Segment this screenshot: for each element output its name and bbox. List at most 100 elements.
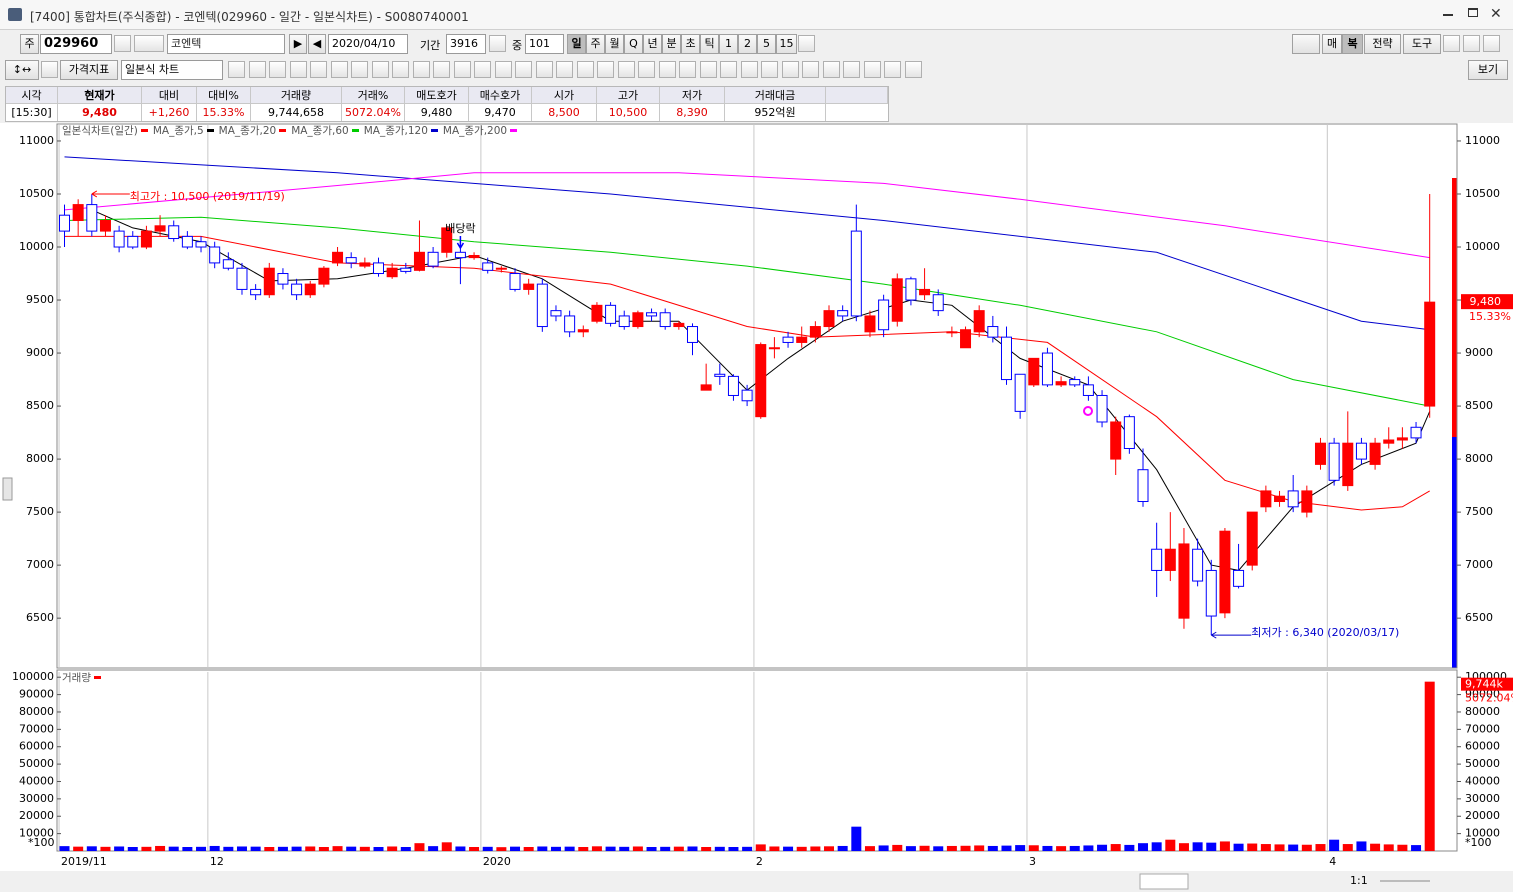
quote-value: 952억원 — [725, 104, 826, 121]
tool-icon[interactable] — [372, 61, 389, 78]
quote-header: 거래량 — [251, 87, 342, 104]
interval-button[interactable]: 틱 — [700, 34, 719, 54]
tool-icon[interactable] — [433, 61, 450, 78]
fix-icon[interactable] — [489, 35, 506, 52]
arrow-button[interactable]: ↕↔ — [5, 60, 39, 80]
tool-icon[interactable] — [577, 61, 594, 78]
quote-header: 대비 — [142, 87, 197, 104]
tool-icon[interactable] — [720, 61, 737, 78]
list-icon[interactable] — [134, 35, 164, 52]
y-tick-label: 8500 — [26, 399, 54, 412]
code-input[interactable]: 029960 — [40, 34, 112, 54]
tool-icon[interactable] — [597, 61, 614, 78]
interval-button[interactable]: 월 — [605, 34, 624, 54]
quote-header: 시가 — [532, 87, 597, 104]
tool-icon[interactable] — [761, 61, 778, 78]
volume-bar — [496, 847, 507, 851]
interval-button[interactable]: 년 — [643, 34, 662, 54]
tool-icon[interactable] — [536, 61, 553, 78]
interval-button[interactable]: 5 — [757, 34, 776, 54]
tool-icon[interactable] — [823, 61, 840, 78]
tool-icon[interactable] — [41, 61, 58, 78]
cloud-button[interactable] — [1292, 34, 1320, 54]
tool-icon[interactable] — [638, 61, 655, 78]
right-button[interactable]: 복 — [1342, 34, 1363, 54]
candle-body — [741, 389, 753, 402]
tool-icon[interactable] — [659, 61, 676, 78]
tool-icon[interactable] — [1463, 35, 1480, 52]
interval-button[interactable]: 일 — [567, 34, 586, 54]
tool-icon[interactable] — [228, 61, 245, 78]
right-button[interactable]: 매 — [1322, 34, 1342, 54]
tool-icon[interactable] — [515, 61, 532, 78]
tool-icon[interactable] — [474, 61, 491, 78]
tool-icon[interactable] — [618, 61, 635, 78]
prev-button[interactable]: ◀ — [308, 34, 326, 54]
tool-icon[interactable] — [454, 61, 471, 78]
candle-body — [1233, 569, 1245, 587]
tool-icon[interactable] — [798, 35, 815, 52]
legend-swatch — [93, 675, 101, 679]
view-button[interactable]: 보기 — [1468, 60, 1508, 80]
interval-button[interactable]: 초 — [681, 34, 700, 54]
tool-icon[interactable] — [290, 61, 307, 78]
minimize[interactable] — [1443, 14, 1453, 16]
interval-button[interactable]: 주 — [586, 34, 605, 54]
tool-icon[interactable] — [310, 61, 327, 78]
close[interactable]: ✕ — [1490, 6, 1502, 22]
interval-button[interactable]: 분 — [662, 34, 681, 54]
interval-button[interactable]: 1 — [719, 34, 738, 54]
tool-icon[interactable] — [700, 61, 717, 78]
tool-icon[interactable] — [331, 61, 348, 78]
maximize[interactable] — [1468, 8, 1478, 17]
next-button[interactable]: ▶ — [289, 34, 307, 54]
tool-icon[interactable] — [679, 61, 696, 78]
tool-icon[interactable] — [556, 61, 573, 78]
right-button[interactable]: 도구 — [1403, 34, 1441, 54]
interval-button[interactable]: 15 — [776, 34, 797, 54]
tool-icon[interactable] — [843, 61, 860, 78]
tool-icon[interactable] — [413, 61, 430, 78]
tool-icon[interactable] — [782, 61, 799, 78]
scrollbar[interactable] — [1139, 873, 1189, 890]
volume-bar — [482, 846, 493, 851]
candle-body — [564, 315, 576, 333]
candle-body — [332, 251, 344, 264]
tool-icon[interactable] — [269, 61, 286, 78]
quote-table: 시각 [15:30] 현재가 9,480 대비 +1,260 대비% 15.33% 거래량 9,7… — [5, 86, 889, 122]
candle-body — [1137, 469, 1149, 503]
interval-button[interactable]: 2 — [738, 34, 757, 54]
candle-body — [1260, 490, 1272, 508]
volume-bar — [414, 843, 425, 851]
tool-icon[interactable] — [741, 61, 758, 78]
indicator-button[interactable]: 가격지표 — [60, 60, 118, 80]
tool-icon[interactable] — [351, 61, 368, 78]
date-input[interactable]: 2020/04/10 — [328, 34, 408, 54]
chart-kind-select[interactable]: 일본식 차트 — [121, 60, 223, 80]
y2-tick-label: 40000 — [1465, 774, 1500, 787]
candle-body — [714, 373, 726, 377]
search-icon[interactable] — [114, 35, 131, 52]
side-tab[interactable] — [2, 477, 13, 501]
tool-icon[interactable] — [392, 61, 409, 78]
tool-icon[interactable] — [495, 61, 512, 78]
count-input[interactable]: 101 — [525, 34, 564, 54]
period-input[interactable]: 3916 — [446, 34, 486, 54]
candle-body — [386, 267, 398, 278]
candle-body — [1082, 384, 1094, 396]
tool-icon[interactable] — [864, 61, 881, 78]
tool-icon[interactable] — [249, 61, 266, 78]
volume-bar — [1110, 844, 1121, 851]
legend-title: 일본식차트(일간) — [62, 125, 138, 137]
y2-tick-label: 20000 — [1465, 809, 1500, 822]
tool-icon[interactable] — [1443, 35, 1460, 52]
right-button[interactable]: 전략 — [1364, 34, 1401, 54]
quote-value: 8,390 — [660, 104, 725, 121]
market-button[interactable]: 주 — [20, 34, 39, 54]
tool-icon[interactable] — [884, 61, 901, 78]
tool-icon[interactable] — [905, 61, 922, 78]
tool-icon[interactable] — [1483, 35, 1500, 52]
interval-button[interactable]: Q — [624, 34, 643, 54]
name-input[interactable]: 코엔텍 — [167, 34, 285, 54]
tool-icon[interactable] — [802, 61, 819, 78]
